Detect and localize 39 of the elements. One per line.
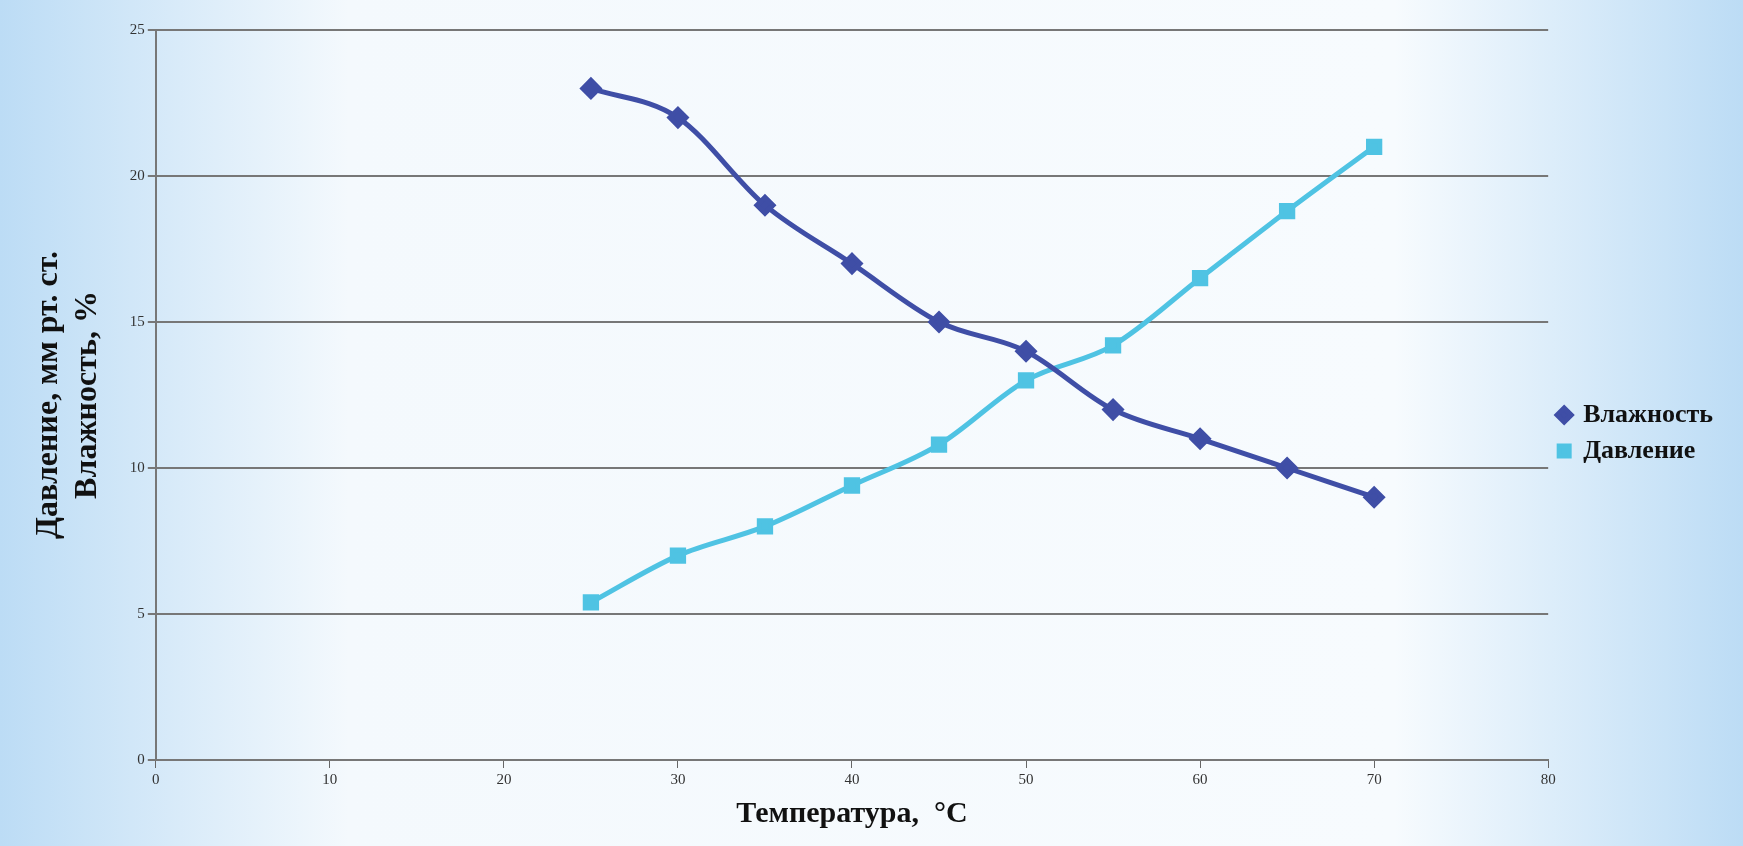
legend-label: Давление	[1583, 434, 1696, 464]
point	[928, 311, 950, 333]
x-tick-label: 60	[1192, 770, 1208, 787]
x-tick-label: 10	[322, 770, 338, 787]
legend-label: Влажность	[1583, 398, 1714, 428]
point	[667, 107, 689, 129]
point	[1278, 202, 1296, 220]
y-tick-label: 0	[137, 750, 145, 767]
x-axis-title: Температура, °C	[736, 794, 968, 828]
point	[1365, 138, 1383, 155]
point	[843, 477, 861, 494]
x-tick-label: 30	[670, 770, 686, 787]
y-tick-label: 10	[129, 458, 145, 475]
x-tick-label: 40	[844, 770, 860, 787]
y-axis-title: Давление, мм рт. ст. Влажность, %	[28, 251, 103, 539]
point	[841, 253, 863, 275]
point	[669, 547, 687, 564]
x-tick-label: 0	[152, 770, 160, 787]
y-tick-label: 15	[129, 312, 145, 329]
point	[1191, 270, 1209, 287]
x-tick-label: 20	[496, 770, 512, 787]
point	[756, 518, 774, 535]
y-tick-label: 20	[129, 166, 145, 183]
x-tick-label: 70	[1366, 770, 1382, 787]
point	[582, 594, 600, 611]
point	[1102, 399, 1124, 421]
point	[1015, 340, 1037, 362]
point	[754, 194, 776, 216]
point	[1276, 457, 1298, 479]
x-tick-label: 50	[1018, 770, 1034, 787]
point	[1189, 428, 1211, 450]
point	[930, 436, 948, 453]
y-tick-label: 25	[129, 20, 145, 37]
y-tick-label: 5	[137, 604, 145, 621]
point	[1363, 486, 1385, 508]
point	[1104, 337, 1122, 354]
point	[580, 77, 602, 99]
x-tick-label: 80	[1540, 770, 1556, 787]
point	[1017, 372, 1035, 389]
